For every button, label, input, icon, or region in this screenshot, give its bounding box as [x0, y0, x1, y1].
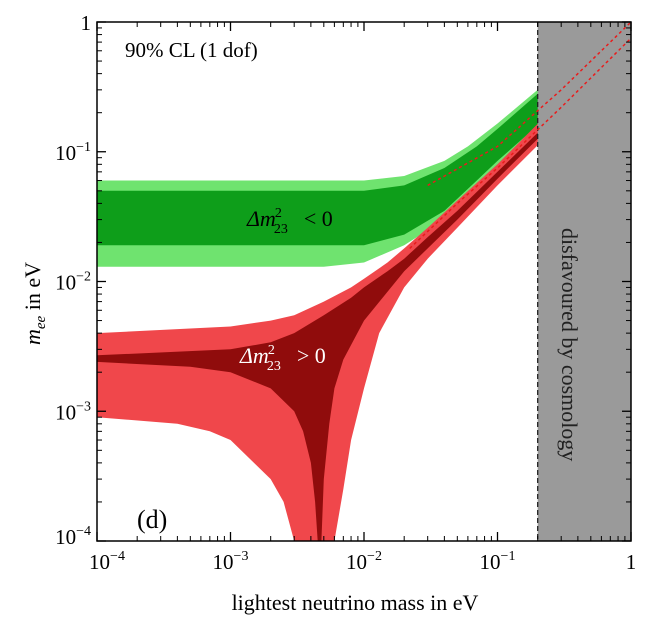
disfavoured-label: disfavoured by cosmology	[557, 228, 582, 461]
panel-label: (d)	[137, 505, 167, 534]
confidence-note: 90% CL (1 dof)	[125, 38, 258, 62]
y-axis-suffix: in eV	[20, 262, 45, 316]
label-inverted-sub: 23	[274, 222, 288, 237]
plot-frame	[96, 21, 632, 542]
regions-layer	[97, 22, 631, 541]
y-axis-label: mee in eV	[20, 262, 49, 345]
label-inverted-prefix: Δm	[246, 206, 276, 231]
label-normal-prefix: Δm	[239, 343, 269, 368]
x-axis-label: lightest neutrino mass in eV	[232, 590, 479, 615]
best-fit-lines-layer	[409, 21, 632, 249]
x-tick-label: 10−2	[346, 549, 382, 574]
label-normal-relation: > 0	[297, 343, 326, 368]
ticks-layer: 10−4 10−3 10−2 10−1 1 10−4 10−3 10−2 10−1 1	[55, 11, 636, 574]
best-fit-line-lower	[409, 37, 632, 249]
y-tick-label: 10−1	[55, 140, 91, 165]
y-tick-label: 10−3	[55, 399, 91, 424]
best-fit-line-upper	[427, 21, 632, 187]
x-tick-label: 10−4	[89, 549, 125, 574]
y-tick-label: 10−4	[55, 524, 91, 549]
label-inverted-relation: < 0	[304, 206, 333, 231]
inverted-hierarchy-inner	[97, 24, 631, 246]
label-normal-sub: 23	[267, 359, 281, 374]
x-tick-label: 10−1	[480, 549, 516, 574]
label-normal-sup: 2	[268, 343, 275, 358]
normal-hierarchy-inner	[97, 38, 631, 541]
label-inverted-sup: 2	[275, 206, 282, 221]
y-axis-subscript: ee	[33, 315, 49, 329]
y-tick-label: 10−2	[55, 270, 91, 295]
label-inverted-hierarchy: Δm2 23 < 0	[246, 206, 333, 237]
y-tick-label: 1	[81, 11, 92, 35]
normal-hierarchy-outer	[97, 27, 631, 541]
disfavoured-region	[537, 22, 631, 541]
y-axis-symbol: m	[20, 329, 45, 345]
label-normal-hierarchy: Δm2 23 > 0	[239, 343, 326, 374]
x-tick-label: 1	[626, 550, 637, 574]
x-tick-label: 10−3	[213, 549, 249, 574]
